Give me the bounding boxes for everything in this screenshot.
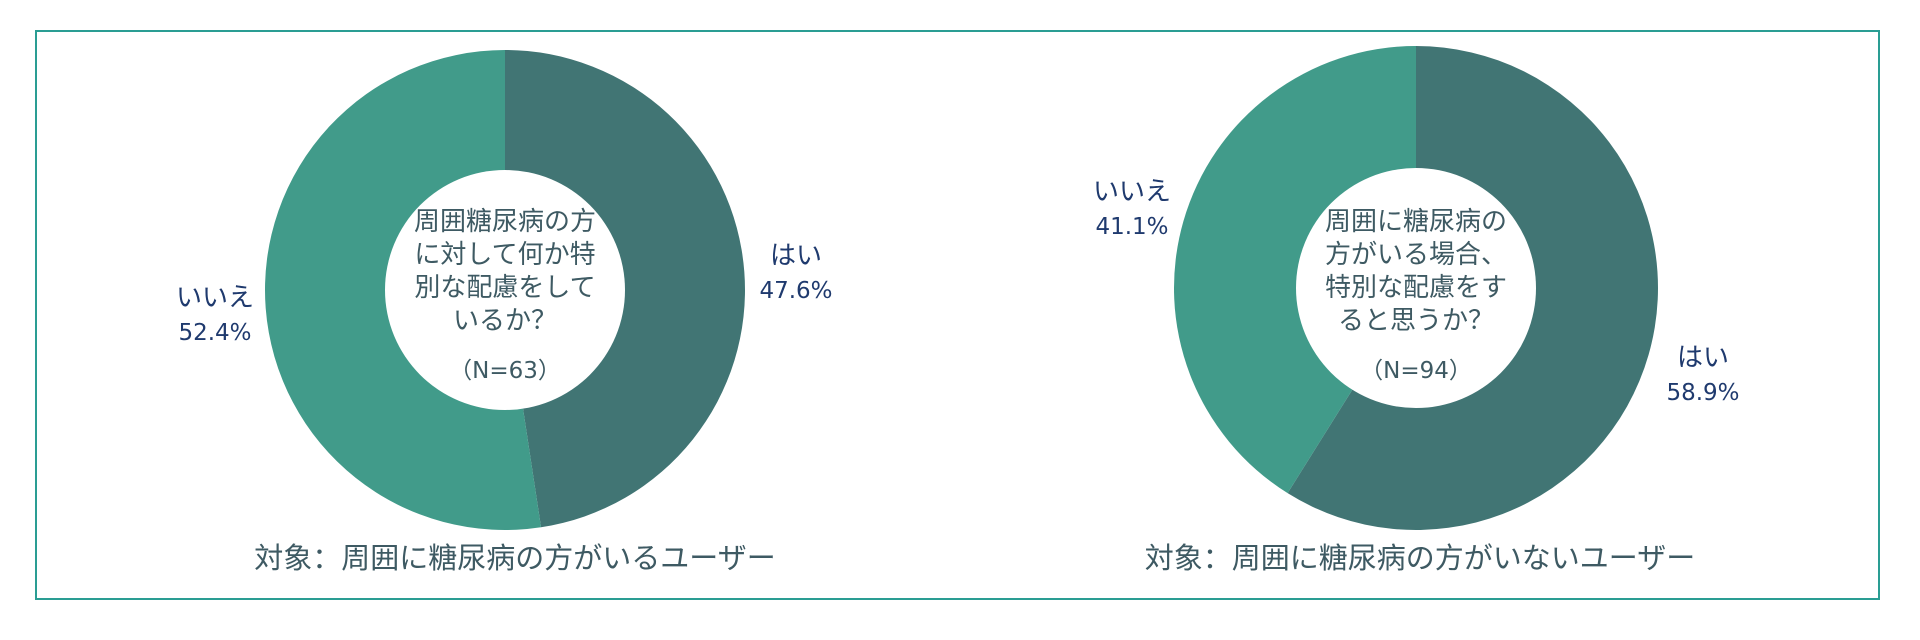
slice-percent-yes: 58.9% (1666, 380, 1739, 406)
slice-label-no: いいえ (1093, 177, 1171, 207)
slice-label-yes: はい (770, 241, 822, 271)
center-text-line: 別な配慮をして (414, 273, 595, 303)
slice-percent-yes: 47.6% (759, 278, 832, 304)
center-text-line: 方がいる場合、 (1325, 240, 1507, 270)
donut-hole (385, 170, 625, 410)
center-text-line: いるか？ (453, 306, 557, 336)
center-text-line: 特別な配慮をす (1325, 273, 1507, 303)
chart-frame (35, 30, 1880, 600)
chart-footer: 対象：周囲に糖尿病の方がいないユーザー (1145, 541, 1695, 575)
slice-percent-no: 52.4% (178, 320, 251, 346)
center-text-line: 周囲糖尿病の方 (414, 207, 596, 237)
center-text-line: 周囲に糖尿病の (1325, 207, 1507, 237)
center-text-line: ると思うか？ (1338, 306, 1494, 336)
slice-percent-no: 41.1% (1095, 214, 1168, 240)
donut-hole (1296, 168, 1536, 408)
chart-footer: 対象：周囲に糖尿病の方がいるユーザー (254, 541, 775, 575)
sample-size-label: （N=63） (449, 358, 561, 384)
sample-size-label: （N=94） (1360, 358, 1472, 384)
slice-label-yes: はい (1677, 343, 1729, 373)
pie-slice-yes (505, 50, 746, 528)
slice-label-no: いいえ (176, 283, 254, 313)
center-text-line: に対して何か特 (414, 240, 595, 270)
